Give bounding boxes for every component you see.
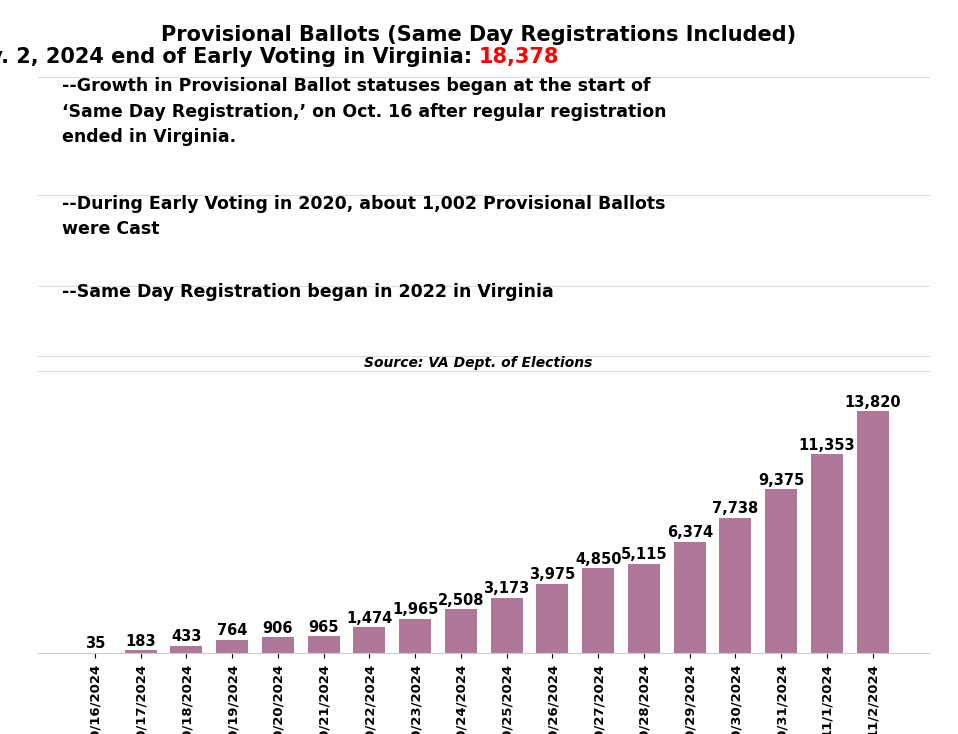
Text: as of Nov. 2, 2024 end of Early Voting in Virginia:: as of Nov. 2, 2024 end of Early Voting i… bbox=[0, 47, 479, 67]
Bar bbox=[125, 650, 156, 653]
Text: 965: 965 bbox=[308, 620, 339, 635]
Bar bbox=[308, 636, 340, 653]
Text: Source: VA Dept. of Elections: Source: VA Dept. of Elections bbox=[364, 356, 592, 370]
Text: 4,850: 4,850 bbox=[575, 552, 622, 567]
Bar bbox=[719, 517, 751, 653]
Text: 3,975: 3,975 bbox=[530, 567, 576, 582]
Bar bbox=[582, 568, 614, 653]
Bar bbox=[171, 646, 202, 653]
Text: 1,474: 1,474 bbox=[346, 611, 393, 626]
Text: 11,353: 11,353 bbox=[799, 438, 855, 453]
Bar bbox=[627, 564, 660, 653]
Bar bbox=[856, 411, 889, 653]
Bar bbox=[811, 454, 843, 653]
Text: --Growth in Provisional Ballot statuses began at the start of
‘Same Day Registra: --Growth in Provisional Ballot statuses … bbox=[62, 77, 667, 147]
Bar bbox=[490, 597, 523, 653]
Text: 18,378: 18,378 bbox=[479, 47, 559, 67]
Bar bbox=[354, 628, 385, 653]
Text: 2,508: 2,508 bbox=[438, 593, 484, 608]
Text: --During Early Voting in 2020, about 1,002 Provisional Ballots
were Cast: --During Early Voting in 2020, about 1,0… bbox=[62, 195, 666, 239]
Text: 9,375: 9,375 bbox=[758, 473, 805, 487]
Text: 906: 906 bbox=[262, 621, 293, 636]
Text: 1,965: 1,965 bbox=[392, 603, 439, 617]
Bar bbox=[262, 637, 294, 653]
Text: 13,820: 13,820 bbox=[844, 395, 901, 410]
Text: 5,115: 5,115 bbox=[621, 548, 668, 562]
Text: 764: 764 bbox=[217, 623, 247, 639]
Bar bbox=[673, 542, 706, 653]
Bar bbox=[399, 619, 431, 653]
Text: 7,738: 7,738 bbox=[713, 501, 759, 516]
Bar bbox=[217, 640, 248, 653]
Text: 6,374: 6,374 bbox=[667, 526, 713, 540]
Text: 183: 183 bbox=[125, 633, 156, 649]
Bar bbox=[536, 584, 568, 653]
Text: 3,173: 3,173 bbox=[484, 581, 530, 596]
Bar bbox=[445, 609, 477, 653]
Text: Provisional Ballots (Same Day Registrations Included): Provisional Ballots (Same Day Registrati… bbox=[162, 25, 796, 45]
Bar bbox=[765, 489, 797, 653]
Text: 433: 433 bbox=[171, 629, 201, 644]
Text: --Same Day Registration began in 2022 in Virginia: --Same Day Registration began in 2022 in… bbox=[62, 283, 554, 301]
Text: 35: 35 bbox=[84, 636, 105, 651]
